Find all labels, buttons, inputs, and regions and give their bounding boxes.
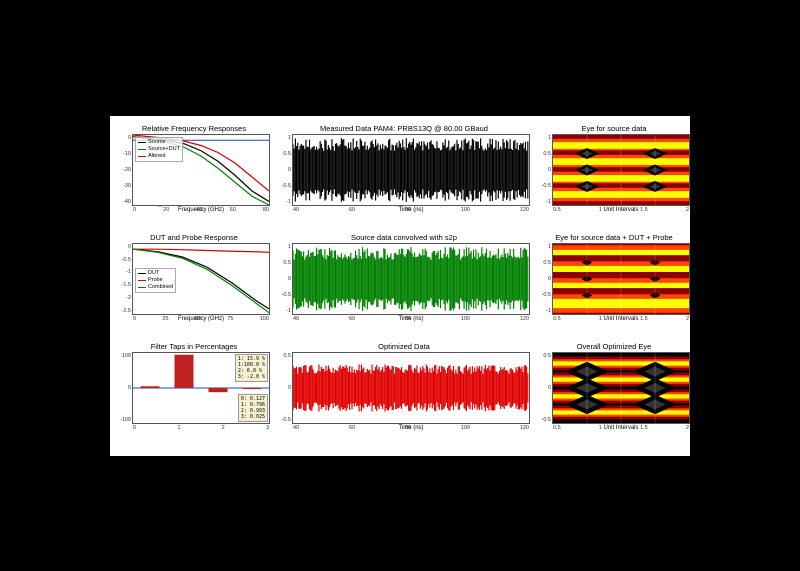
- title: Eye for source data + DUT + Probe: [536, 233, 692, 242]
- xticks: 0255075100: [133, 316, 269, 322]
- xticks: 406080100120: [293, 316, 529, 322]
- panel-convolved: Source data convolved with s2p Voltage (…: [274, 231, 534, 340]
- panel-eye-source: Eye for source data Voltage (V) 10.50-0.…: [534, 122, 694, 231]
- panel-eye-optimized: Overall Optimized Eye Voltage (V) 0.50-0…: [534, 340, 694, 449]
- chart-grid: Relative Frequency Responses Relative Re…: [110, 116, 690, 456]
- panel-eye-dut: Eye for source data + DUT + Probe Voltag…: [534, 231, 694, 340]
- waveform: [293, 244, 529, 314]
- legend: DUTProbeCombined: [135, 268, 176, 293]
- waveform: [293, 135, 529, 205]
- legend: SourceSource+DUTAltered: [135, 137, 183, 162]
- yticks: 0-0.5-1-1.5-2-2.5: [119, 244, 131, 314]
- yticks: 0-10-20-30-40: [119, 135, 131, 205]
- title: Optimized Data: [276, 342, 532, 351]
- xticks: 0.511.52: [553, 316, 689, 322]
- eye-diagram: [553, 353, 689, 423]
- waveform: [293, 353, 529, 423]
- title: Measured Data PAM4: PRBS13Q @ 80.00 GBau…: [276, 124, 532, 133]
- title: Overall Optimized Eye: [536, 342, 692, 351]
- yticks: 10.50-0.5-1: [539, 244, 551, 314]
- xticks: 0.511.52: [553, 425, 689, 431]
- yticks: 10.50-0.5-1: [539, 135, 551, 205]
- title: DUT and Probe Response: [116, 233, 272, 242]
- panel-freq-responses: Relative Frequency Responses Relative Re…: [114, 122, 274, 231]
- title: Eye for source data: [536, 124, 692, 133]
- panel-dut-probe: DUT and Probe Response Response (dB) DUT…: [114, 231, 274, 340]
- title: Filter Taps in Percentages: [116, 342, 272, 351]
- yticks: 10.50-0.5-1: [279, 135, 291, 205]
- title: Source data convolved with s2p: [276, 233, 532, 242]
- panel-optimized-data: Optimized Data Voltage (V) 0.50-0.5 4060…: [274, 340, 534, 449]
- yticks: 10.50-0.5-1: [279, 244, 291, 314]
- yticks: 0.50-0.5: [539, 353, 551, 423]
- panel-filter-taps: Filter Taps in Percentages Tap Value 1: …: [114, 340, 274, 449]
- yticks: 0.50-0.5: [279, 353, 291, 423]
- panel-measured-data: Measured Data PAM4: PRBS13Q @ 80.00 GBau…: [274, 122, 534, 231]
- title: Relative Frequency Responses: [116, 124, 272, 133]
- yticks: 1000-100: [119, 353, 131, 423]
- annotation-vals: 0: 0.1271: 0.7962: 0.9933: 0.025: [238, 394, 268, 422]
- eye-diagram: [553, 244, 689, 314]
- xticks: 0123: [133, 425, 269, 431]
- xticks: 020406080: [133, 207, 269, 213]
- xticks: 406080100120: [293, 425, 529, 431]
- annotation-pct: 1: 15.9 %1:100.0 %2: 6.0 %3: -2.0 %: [235, 354, 268, 382]
- xticks: 0.511.52: [553, 207, 689, 213]
- eye-diagram: [553, 135, 689, 205]
- xticks: 406080100120: [293, 207, 529, 213]
